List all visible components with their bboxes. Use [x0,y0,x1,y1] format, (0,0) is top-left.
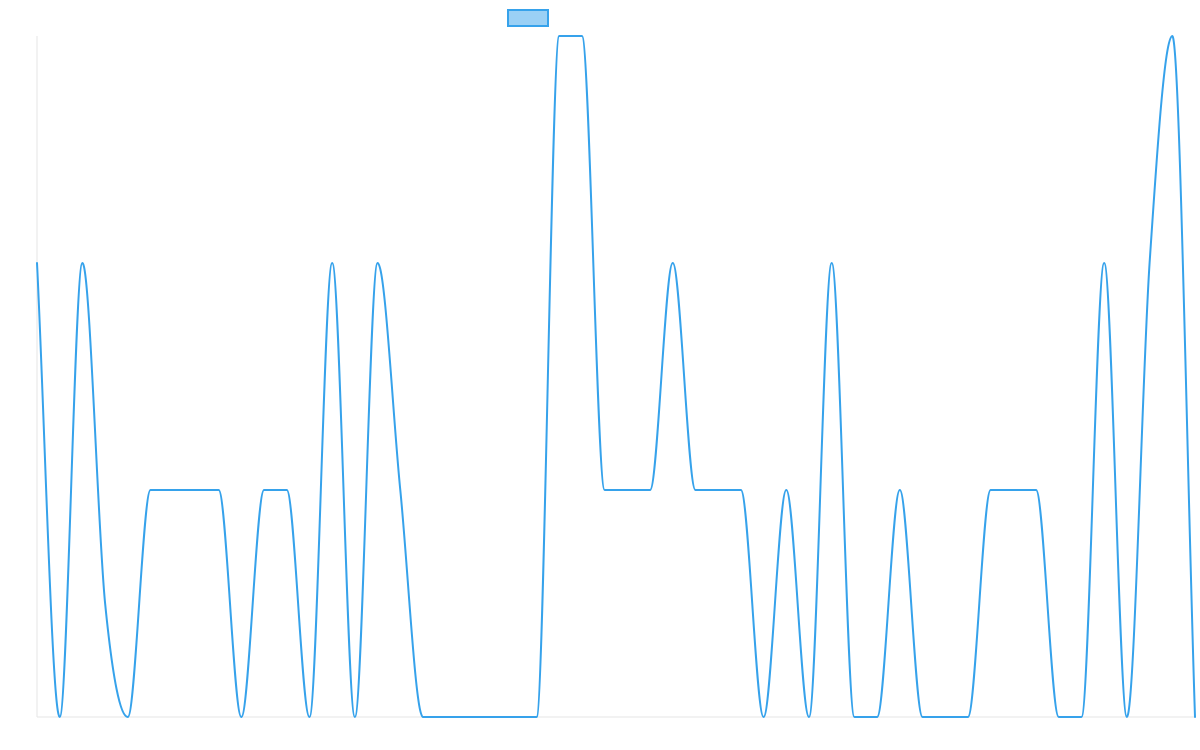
legend[interactable] [507,9,549,27]
data-point[interactable] [237,713,245,721]
data-point[interactable] [147,486,155,494]
data-point[interactable] [828,259,836,267]
data-point[interactable] [782,486,790,494]
data-point[interactable] [442,713,450,721]
data-point[interactable] [646,486,654,494]
data-point[interactable] [1032,486,1040,494]
data-point[interactable] [124,713,132,721]
data-point[interactable] [533,713,541,721]
data-point[interactable] [78,259,86,267]
legend-swatch[interactable] [507,9,549,27]
data-point[interactable] [1077,713,1085,721]
data-point[interactable] [374,259,382,267]
data-point[interactable] [669,259,677,267]
data-point[interactable] [1055,713,1063,721]
data-point[interactable] [873,713,881,721]
series-line-0 [36,35,1196,719]
data-point[interactable] [1191,713,1199,721]
data-point[interactable] [1168,32,1176,40]
data-point[interactable] [305,713,313,721]
data-point[interactable] [260,486,268,494]
data-point[interactable] [737,486,745,494]
data-point[interactable] [192,486,200,494]
data-point[interactable] [1100,259,1108,267]
data-point[interactable] [215,486,223,494]
data-point[interactable] [896,486,904,494]
data-point[interactable] [691,486,699,494]
data-point[interactable] [601,486,609,494]
data-point[interactable] [919,713,927,721]
data-point[interactable] [1123,713,1131,721]
data-point[interactable] [850,713,858,721]
data-point[interactable] [555,32,563,40]
data-point[interactable] [1146,259,1154,267]
data-point[interactable] [1009,486,1017,494]
data-point[interactable] [964,713,972,721]
series-layer [33,32,1199,721]
data-point[interactable] [419,713,427,721]
data-point[interactable] [805,713,813,721]
data-point[interactable] [283,486,291,494]
data-point[interactable] [328,259,336,267]
data-point[interactable] [987,486,995,494]
data-point[interactable] [351,713,359,721]
data-point[interactable] [396,486,404,494]
data-point[interactable] [101,600,109,608]
data-point[interactable] [623,486,631,494]
data-point[interactable] [714,486,722,494]
data-point[interactable] [56,713,64,721]
data-point[interactable] [941,713,949,721]
data-point[interactable] [487,713,495,721]
data-point[interactable] [760,713,768,721]
data-point[interactable] [510,713,518,721]
data-point[interactable] [169,486,177,494]
data-point[interactable] [33,259,41,267]
data-point[interactable] [464,713,472,721]
data-point[interactable] [578,32,586,40]
